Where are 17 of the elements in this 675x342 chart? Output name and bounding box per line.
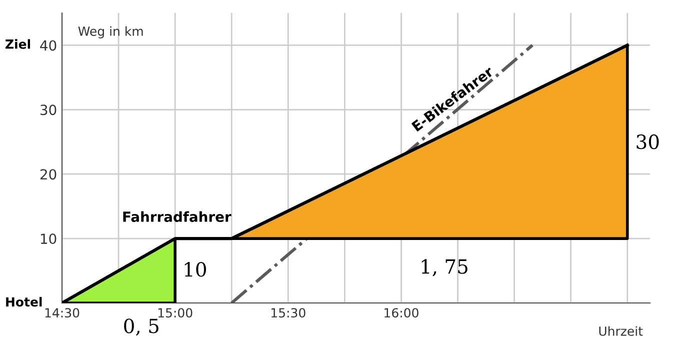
text: 0, 5 — [124, 318, 158, 336]
text: Hotel — [6, 296, 42, 307]
x-tick-label: 14:30 — [45, 308, 80, 318]
text: Ziel — [6, 39, 30, 49]
y-axis-title: Weg in km — [78, 26, 143, 38]
annotation: Fahrradfahrer — [123, 211, 232, 222]
x-tick-label: 15:30 — [272, 308, 306, 318]
annotation: 10 — [184, 262, 206, 277]
y-tick-label: 20 — [40, 169, 56, 180]
y-tick-label: 40 — [40, 40, 56, 51]
annotation: 30 — [636, 134, 659, 150]
x-axis-title: Uhrzeit — [599, 326, 643, 336]
annotation: 1, 75 — [422, 259, 468, 276]
y-tick-label: 30 — [40, 104, 56, 116]
x-tick-label: 15:00 — [158, 308, 192, 318]
y-tick-label: 10 — [40, 234, 56, 244]
x-tick-label: 16:00 — [384, 308, 418, 318]
